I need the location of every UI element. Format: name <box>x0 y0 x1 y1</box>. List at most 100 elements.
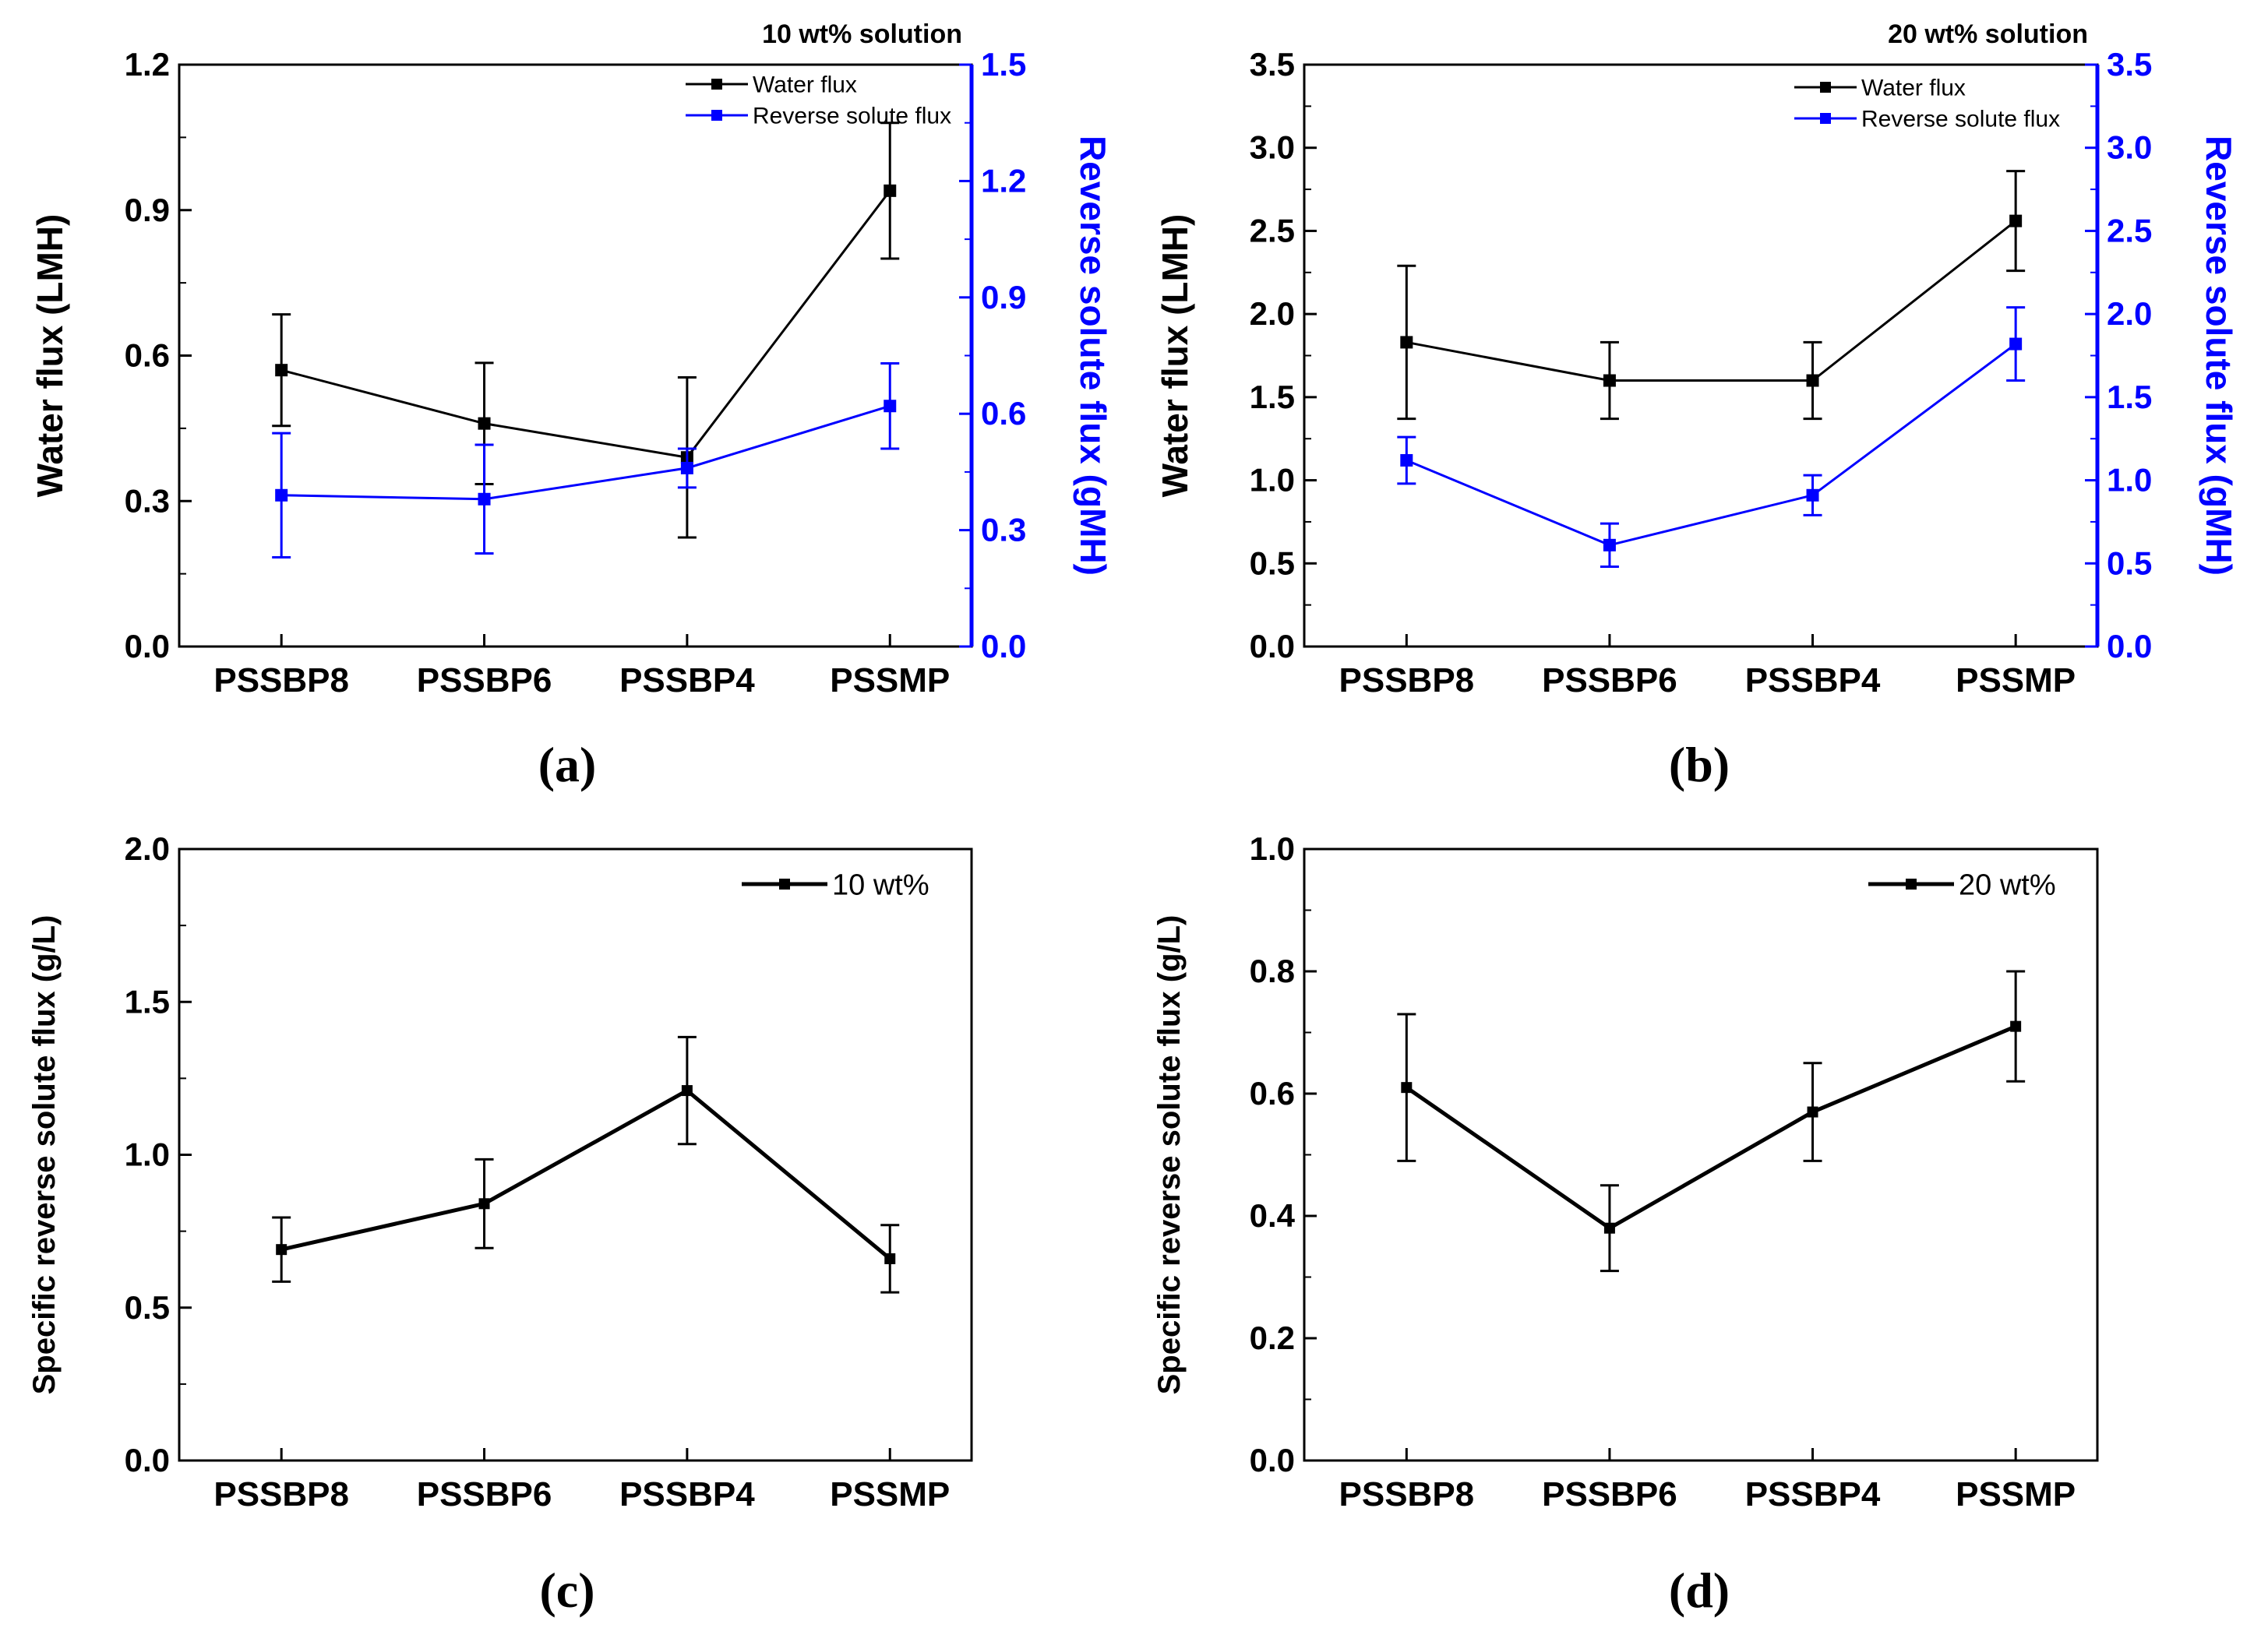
data-point <box>1806 374 1819 387</box>
x-tick-label: PSSBP6 <box>1542 1475 1677 1513</box>
data-point <box>275 364 288 377</box>
x-tick-label: PSSBP6 <box>1542 661 1677 699</box>
series-1 <box>272 122 900 539</box>
legend-label: Reverse solute flux <box>753 104 951 129</box>
y-tick-label: 0.9 <box>125 192 170 228</box>
data-point <box>681 1085 693 1097</box>
y-axis-title: Water flux (LMH) <box>30 214 70 498</box>
data-point <box>275 488 288 502</box>
y-tick-label: 2.0 <box>125 830 170 867</box>
x-tick-label: PSSBP4 <box>1745 661 1881 699</box>
chart-panel-2: 0.0 0.5 1.0 1.5 2.0 2.5 3.0 3.5 0.0 0.5 1.0 1.5 2.0 2… <box>1155 19 2239 792</box>
legend-marker <box>779 879 790 890</box>
x-tick-label: PSSBP4 <box>619 661 755 699</box>
y-tick-label: 1.0 <box>125 1136 170 1173</box>
data-point <box>478 492 491 506</box>
y-right-tick-label: 0.9 <box>981 279 1026 315</box>
series-line <box>1405 1024 2017 1231</box>
x-tick-label: PSSBP4 <box>1745 1475 1881 1513</box>
y-tick-label: 1.0 <box>1250 830 1295 867</box>
y-tick-label: 0.0 <box>125 1442 170 1478</box>
plot-frame <box>1303 847 2099 1462</box>
data-point <box>2009 337 2023 351</box>
data-point <box>1400 336 1413 349</box>
x-tick-label: PSSBP8 <box>213 661 349 699</box>
legend-entry: Water flux <box>686 72 857 98</box>
x-tick-label: PSSMP <box>830 661 950 699</box>
y-tick-label: 0.0 <box>1250 628 1295 664</box>
series-2 <box>272 361 900 558</box>
y-tick-label: 0.4 <box>1250 1197 1296 1234</box>
legend-entry: 20 wt% <box>1868 869 2056 901</box>
series-line <box>1406 343 2017 547</box>
data-point <box>2010 1020 2022 1032</box>
data-point <box>1807 1106 1818 1118</box>
data-point <box>1806 488 1819 502</box>
series-line <box>280 189 891 459</box>
x-tick-label: PSSBP8 <box>1339 661 1475 699</box>
data-point <box>478 1198 490 1210</box>
data-point <box>276 1244 287 1256</box>
legend-entry: Reverse solute flux <box>1794 107 2060 132</box>
y-right-tick-label: 1.2 <box>981 162 1026 199</box>
data-point <box>680 461 693 474</box>
series-1 <box>1397 970 2026 1273</box>
legend-entry: Water flux <box>1794 76 1966 101</box>
y-right-tick-label: 0.0 <box>2107 628 2152 664</box>
y-axis-title: Specific reverse solute flux (g/L) <box>27 915 62 1395</box>
series-1 <box>1397 170 2026 421</box>
legend-marker <box>711 79 722 90</box>
y-right-tick-label: 0.5 <box>2107 544 2152 581</box>
chart-panel-1: 0.0 0.3 0.6 0.9 1.2 0.0 0.3 0.6 0.9 1.2 1.5 PSSBP8 P… <box>30 19 1113 792</box>
x-tick-label: PSSBP8 <box>1339 1475 1475 1513</box>
y-right-tick-label: 0.3 <box>981 512 1026 548</box>
legend-marker <box>1906 879 1917 890</box>
data-point <box>1603 538 1616 551</box>
y-right-tick-label: 3.0 <box>2107 129 2152 166</box>
data-point <box>1603 1222 1615 1234</box>
x-tick-label: PSSBP6 <box>417 1475 552 1513</box>
y-tick-label: 3.5 <box>1250 46 1295 83</box>
x-tick-label: PSSBP6 <box>417 661 552 699</box>
y-tick-label: 0.8 <box>1250 953 1295 989</box>
y-tick-label: 0.5 <box>1250 544 1295 581</box>
y-axis-title: Water flux (LMH) <box>1155 214 1195 498</box>
panel-label: (a) <box>538 737 597 792</box>
legend-marker <box>1820 82 1831 93</box>
series-line <box>280 1088 891 1260</box>
legend-marker <box>711 110 722 121</box>
legend-label: Water flux <box>1861 76 1966 101</box>
y-axis-title: Specific reverse solute flux (g/L) <box>1152 915 1187 1395</box>
data-point <box>1401 1082 1413 1094</box>
x-tick-label: PSSMP <box>1956 661 2076 699</box>
y-right-tick-label: 3.5 <box>2107 46 2152 83</box>
legend-entry: 10 wt% <box>742 869 929 901</box>
data-point <box>2009 214 2023 227</box>
y-tick-label: 0.2 <box>1250 1320 1295 1356</box>
legend-label: Reverse solute flux <box>1861 107 2060 132</box>
legend-label: Water flux <box>753 72 857 98</box>
y-right-tick-label: 2.0 <box>2107 295 2152 332</box>
y-right-tick-label: 2.5 <box>2107 212 2152 248</box>
y-right-tick-label: 0.0 <box>981 628 1026 664</box>
data-point <box>478 417 491 430</box>
x-tick-label: PSSMP <box>1956 1475 2076 1513</box>
chart-panel-4: 0.0 0.2 0.4 0.6 0.8 1.0 PSSBP8 PSSBP6 PSSBP4 PSSM… <box>1152 830 2099 1618</box>
y-tick-label: 1.5 <box>125 983 170 1020</box>
y-tick-label: 2.5 <box>1250 212 1295 248</box>
x-tick-label: PSSBP4 <box>619 1475 755 1513</box>
plot-frame <box>1303 63 2099 648</box>
data-point <box>1603 374 1616 387</box>
y-right-axis-title: Reverse solute flux (gMH) <box>2199 136 2239 576</box>
legend-entry: Reverse solute flux <box>686 104 951 129</box>
x-tick-label: PSSBP8 <box>213 1475 349 1513</box>
legend-label: 20 wt% <box>1959 869 2056 901</box>
y-tick-label: 0.3 <box>125 482 170 519</box>
y-right-axis-title: Reverse solute flux (gMH) <box>1073 136 1113 576</box>
y-right-tick-label: 1.0 <box>2107 462 2152 499</box>
panel-label: (c) <box>539 1563 594 1618</box>
plot-frame <box>178 63 973 648</box>
y-tick-label: 1.2 <box>125 46 170 83</box>
y-tick-label: 3.0 <box>1250 129 1295 166</box>
